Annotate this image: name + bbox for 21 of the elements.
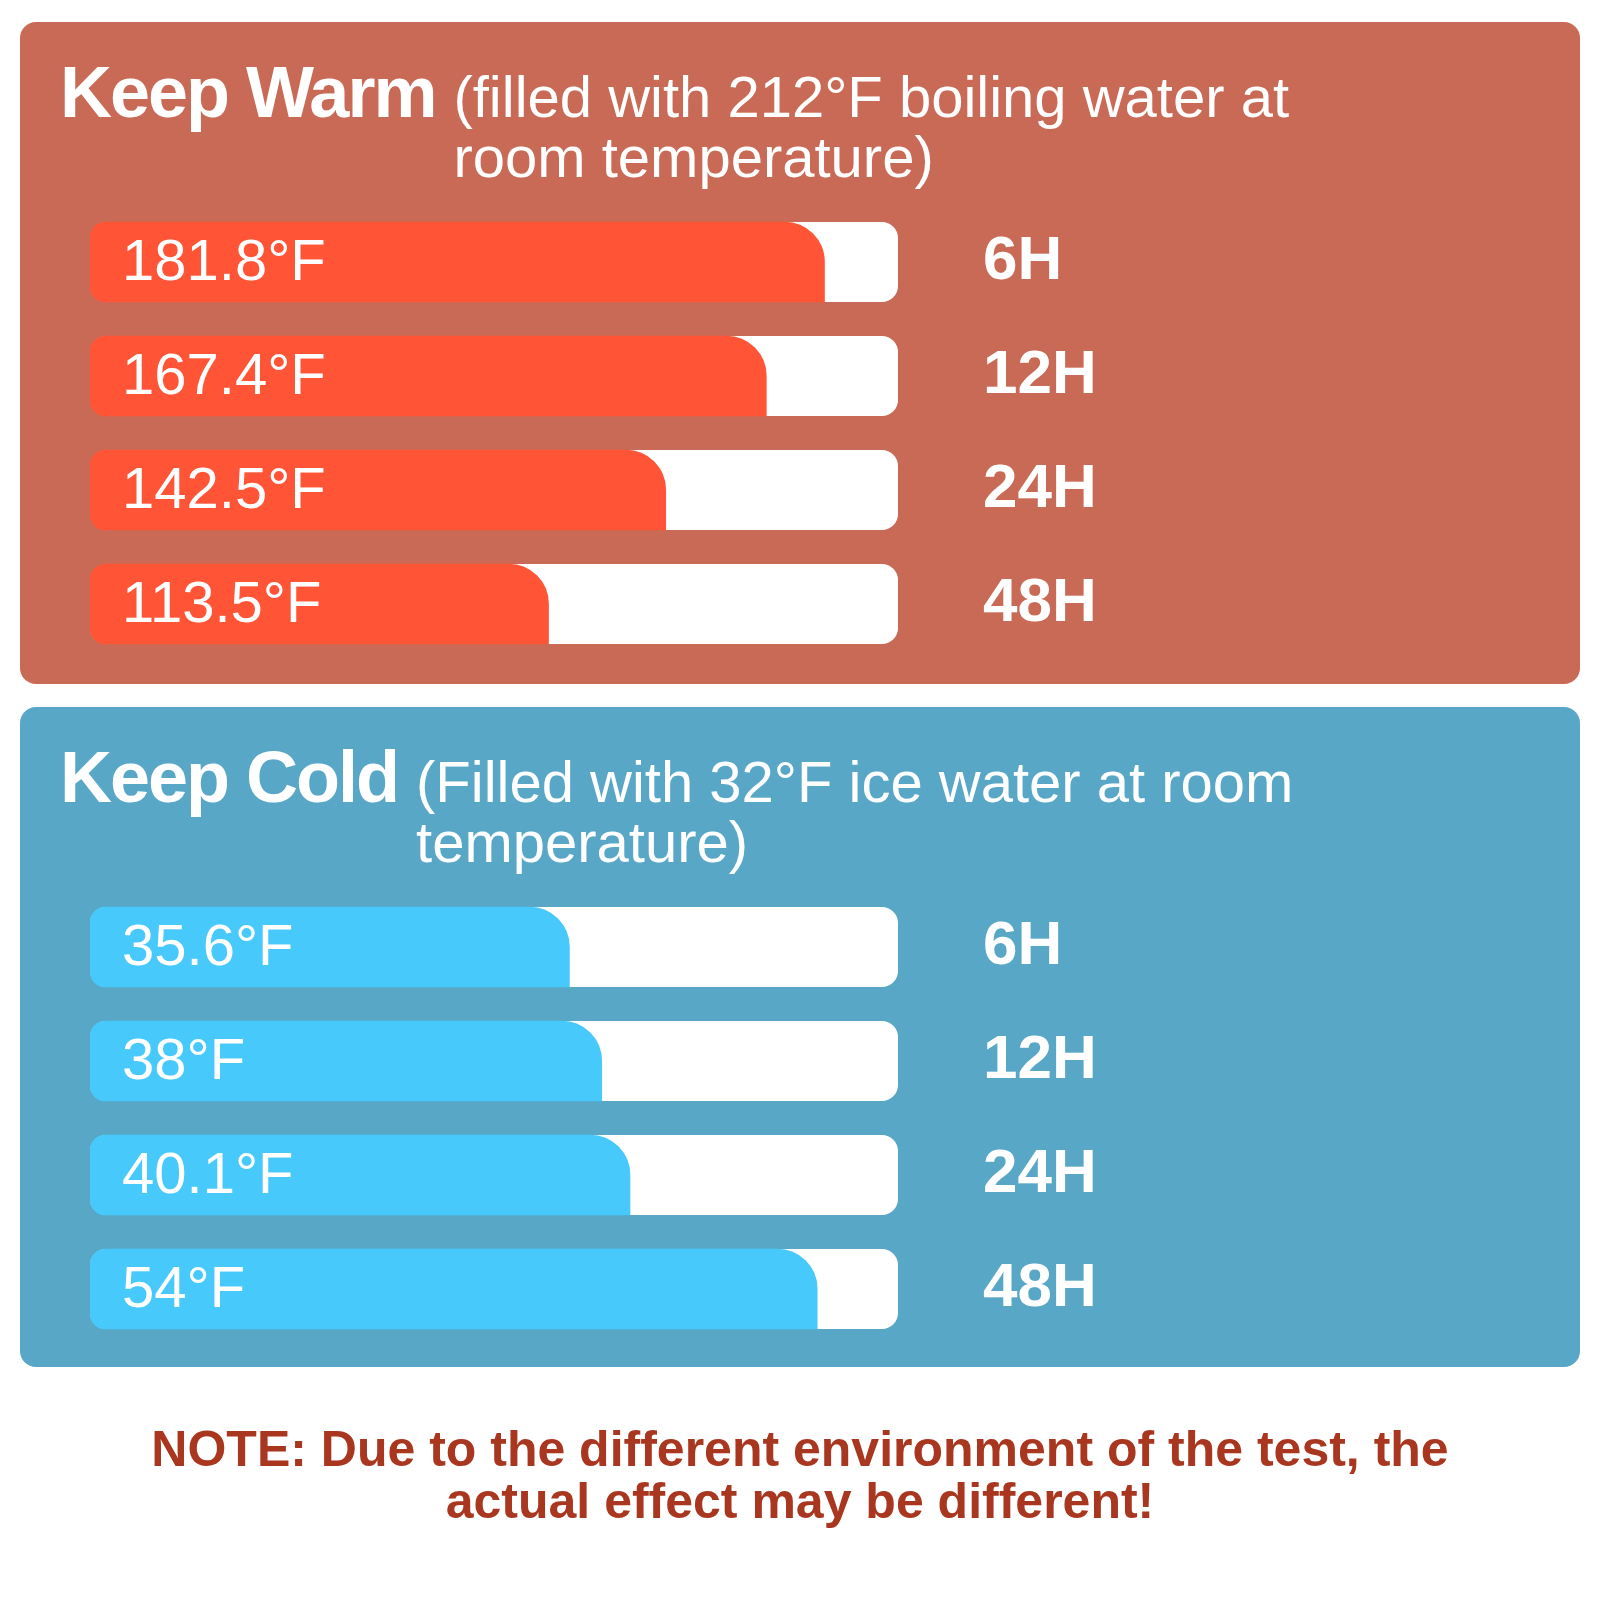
data-label: 40.1°F — [122, 1140, 294, 1205]
chart-title: Keep Cold — [60, 737, 399, 817]
data-label: 181.8°F — [122, 227, 326, 292]
y-tick-label: 12H — [983, 337, 1097, 407]
y-tick-label: 48H — [983, 1250, 1097, 1320]
text: NOTE: Due to the different environment of the test, the actual effect may be different! — [150, 1421, 1450, 1529]
data-label: 113.5°F — [122, 569, 322, 634]
chart-subtitle: (filled with 212°F boiling water at room temperature) — [453, 64, 1291, 189]
data-label: 142.5°F — [122, 455, 326, 520]
y-tick-label: 24H — [983, 451, 1097, 521]
chart-subtitle: (Filled with 32°F ice water at room temperature) — [416, 749, 1295, 874]
y-tick-label: 24H — [983, 1136, 1097, 1206]
y-tick-label: 48H — [983, 565, 1097, 635]
y-tick-label: 12H — [983, 1022, 1097, 1092]
data-label: 54°F — [122, 1254, 246, 1319]
y-tick-label: 6H — [983, 908, 1063, 978]
data-label: 38°F — [122, 1026, 246, 1091]
chart-title: Keep Warm — [60, 52, 436, 132]
data-label: 35.6°F — [122, 912, 294, 977]
y-tick-label: 6H — [983, 223, 1063, 293]
data-label: 167.4°F — [122, 341, 326, 406]
